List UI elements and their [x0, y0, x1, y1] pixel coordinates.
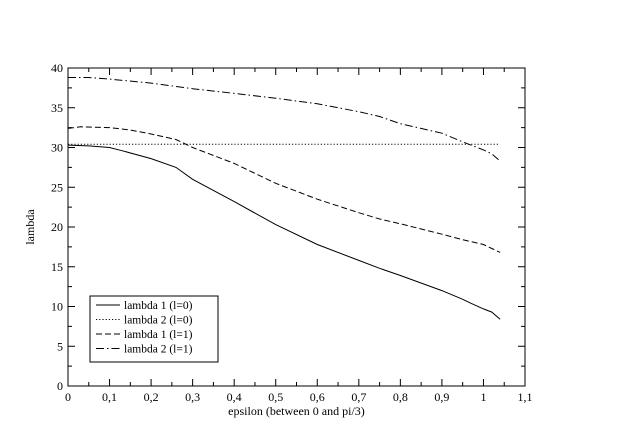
x-axis-label: epsilon (between 0 and pi/3) [228, 404, 365, 418]
legend-entry: lambda 1 (l=1) [124, 329, 193, 341]
y-tick-label: 5 [57, 339, 63, 353]
x-tick-label: 0 [65, 390, 71, 404]
axis-tick-labels: 0 0,1 0,2 0,3 0,4 0,5 0,6 0,7 0,8 0,9 1 1,1 0 5 10 15 20… [51, 61, 533, 404]
legend-entry: lambda 2 (l=0) [124, 315, 193, 327]
y-tick-label: 40 [51, 61, 63, 75]
legend: lambda 1 (l=0) lambda 2 (l=0) lambda 1 (l=… [89, 295, 219, 363]
series-line-4 [68, 77, 501, 162]
y-tick-label: 25 [51, 180, 63, 194]
x-tick-label: 1,1 [518, 390, 533, 404]
legend-box [89, 295, 219, 363]
axis-ticks [67, 67, 526, 387]
x-tick-label: 0,2 [144, 390, 159, 404]
y-axis-label: lambda [23, 209, 37, 245]
x-tick-label: 0,3 [185, 390, 200, 404]
y-tick-label: 20 [51, 220, 63, 234]
legend-entry: lambda 1 (l=0) [124, 300, 193, 312]
legend-entry: lambda 2 (l=1) [124, 344, 193, 356]
x-tick-label: 0,9 [434, 390, 449, 404]
x-tick-label: 0,6 [310, 390, 325, 404]
x-tick-label: 0,1 [102, 390, 117, 404]
x-tick-label: 0,7 [351, 390, 366, 404]
y-tick-label: 35 [51, 101, 63, 115]
y-tick-label: 15 [51, 260, 63, 274]
x-tick-label: 0,4 [227, 390, 242, 404]
x-tick-label: 0,8 [393, 390, 408, 404]
y-tick-label: 30 [51, 141, 63, 155]
y-tick-label: 10 [51, 300, 63, 314]
series-line-1 [67, 144, 501, 320]
series-line-3 [67, 126, 501, 253]
x-tick-label: 0,5 [268, 390, 283, 404]
data-series [67, 77, 501, 320]
x-tick-label: 1 [480, 390, 486, 404]
y-tick-label: 0 [57, 379, 63, 393]
